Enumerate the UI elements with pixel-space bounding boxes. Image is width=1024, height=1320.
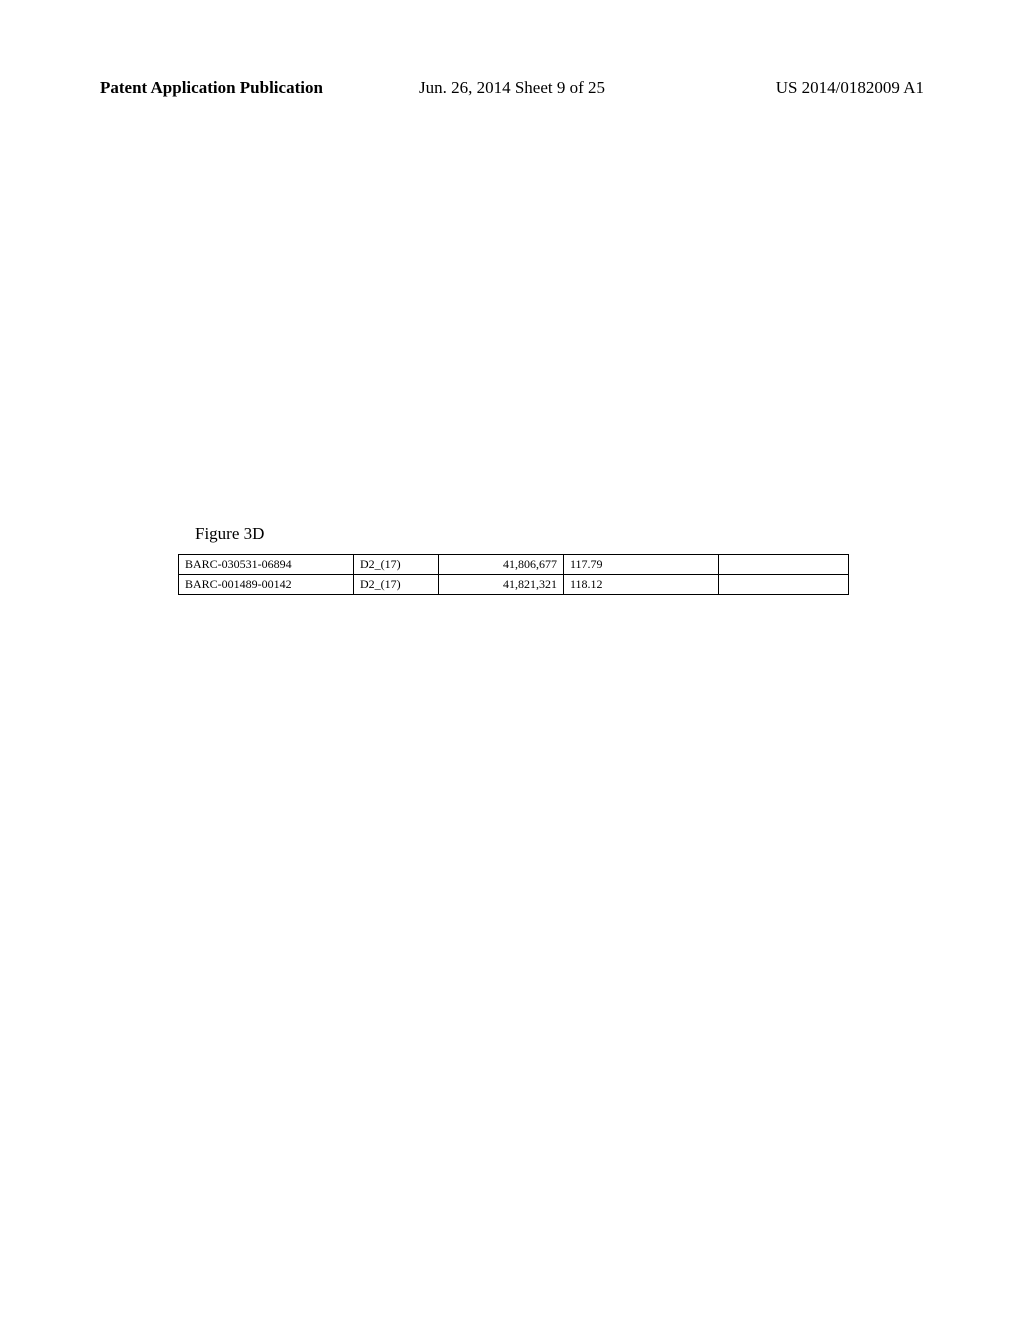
table-row: BARC-001489-00142 D2_(17) 41,821,321 118… (179, 575, 849, 595)
cell-value1: 41,806,677 (439, 555, 564, 575)
cell-value3 (719, 555, 849, 575)
page-header: Patent Application Publication Jun. 26, … (100, 78, 924, 98)
sheet-info: Jun. 26, 2014 Sheet 9 of 25 (419, 78, 605, 98)
publication-number: US 2014/0182009 A1 (776, 78, 924, 98)
cell-id: BARC-030531-06894 (179, 555, 354, 575)
table-row: BARC-030531-06894 D2_(17) 41,806,677 117… (179, 555, 849, 575)
cell-value3 (719, 575, 849, 595)
cell-code: D2_(17) (354, 555, 439, 575)
cell-id: BARC-001489-00142 (179, 575, 354, 595)
data-table: BARC-030531-06894 D2_(17) 41,806,677 117… (178, 554, 849, 595)
cell-value2: 118.12 (564, 575, 719, 595)
figure-label: Figure 3D (195, 524, 264, 544)
publication-type: Patent Application Publication (100, 78, 323, 98)
cell-value1: 41,821,321 (439, 575, 564, 595)
cell-code: D2_(17) (354, 575, 439, 595)
cell-value2: 117.79 (564, 555, 719, 575)
